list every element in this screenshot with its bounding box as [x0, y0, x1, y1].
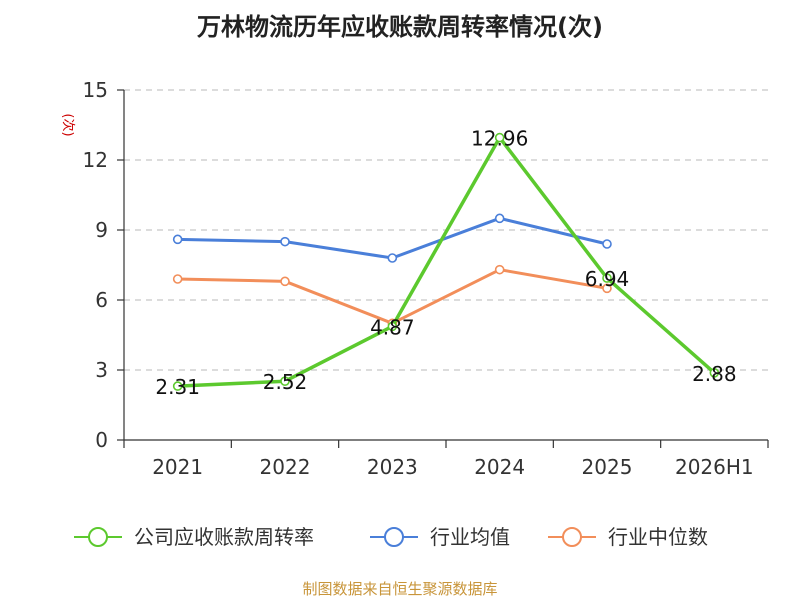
- plot-area: [172, 132, 720, 391]
- axes: 0 3 6 9 12 15 2021 2022 2023 2024 2025 2026H1: [83, 78, 769, 479]
- data-point: [280, 376, 290, 387]
- data-label: 4.87: [370, 315, 415, 339]
- legend: 公司应收账款周转率 行业均值 行业中位数: [74, 525, 708, 549]
- data-label: 2.88: [692, 362, 737, 386]
- x-tick-label: 2023: [367, 455, 418, 479]
- data-point: [387, 253, 398, 263]
- data-label: 2.31: [155, 375, 200, 399]
- x-tick-label: 2025: [582, 455, 633, 479]
- series-line: [177, 135, 716, 388]
- x-tick-label: 2026H1: [675, 455, 754, 479]
- data-point: [172, 234, 183, 245]
- legend-label: 行业中位数: [608, 525, 708, 549]
- y-tick-label: 3: [95, 358, 108, 382]
- data-point: [172, 274, 183, 284]
- data-point: [494, 132, 505, 143]
- data-point: [280, 236, 290, 247]
- y-axis-label: (次): [60, 113, 76, 136]
- data-point: [494, 264, 505, 275]
- x-tick-label: 2024: [474, 455, 525, 479]
- y-tick-label: 15: [83, 78, 108, 102]
- data-point: [709, 367, 720, 378]
- data-point: [602, 273, 612, 283]
- data-point: [387, 321, 398, 332]
- data-point: [602, 239, 612, 249]
- legend-label: 公司应收账款周转率: [134, 525, 314, 549]
- data-source-note: 制图数据来自恒生聚源数据库: [302, 580, 497, 598]
- legend-marker: [88, 527, 108, 547]
- y-tick-label: 9: [95, 218, 108, 242]
- chart-title: 万林物流历年应收账款周转率情况(次): [197, 13, 603, 41]
- legend-label: 行业均值: [430, 525, 510, 549]
- data-label: 6.94: [585, 267, 630, 291]
- y-tick-label: 0: [95, 428, 108, 452]
- data-point: [602, 283, 612, 294]
- legend-marker: [384, 527, 404, 547]
- data-label: 12.96: [471, 127, 528, 151]
- data-point: [280, 276, 290, 287]
- data-label: 2.52: [263, 370, 308, 394]
- y-tick-label: 12: [83, 148, 108, 172]
- data-point: [172, 381, 183, 391]
- series-line: [177, 216, 608, 260]
- x-tick-label: 2022: [260, 455, 311, 479]
- data-labels: 2.31 2.52 4.87 12.96 6.94 2.88: [155, 127, 736, 400]
- x-tick-label: 2021: [152, 455, 203, 479]
- legend-marker: [562, 527, 582, 547]
- y-tick-label: 6: [95, 288, 108, 312]
- data-point: [494, 213, 505, 224]
